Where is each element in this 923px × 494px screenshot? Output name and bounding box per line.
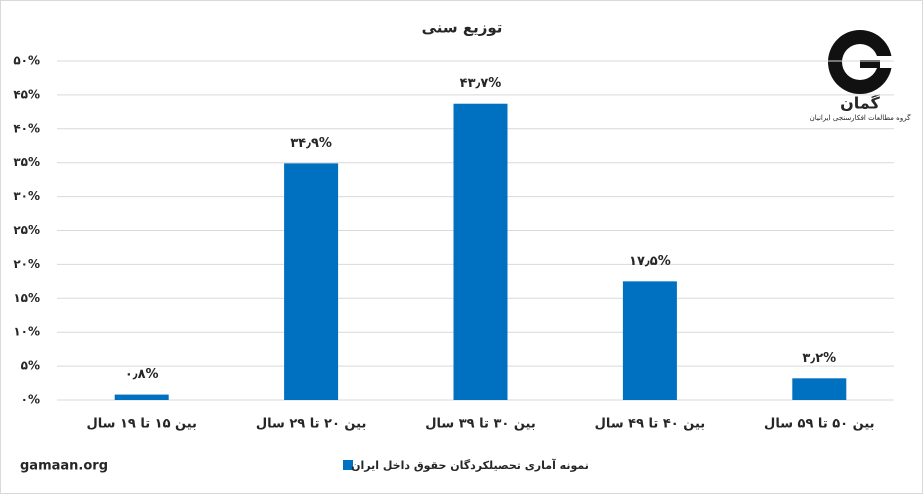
y-tick-label: ۵۰% [13,54,40,68]
value-label: ۴۳٫۷% [460,76,502,91]
value-label: ۰٫۸% [125,367,159,382]
x-tick-label: بین ۲۰ تا ۲۹ سال [256,417,366,432]
logo-name: گمان [840,94,880,113]
footer: gamaan.org [20,459,108,474]
bar [622,281,677,400]
logo: گمان گروه مطالعات افکارسنجی ایرانیان [810,30,911,122]
x-tick-label: بین ۳۰ تا ۳۹ سال [425,417,535,432]
y-tick-label: ۴۰% [13,121,40,135]
y-tick-label: ۵% [21,359,40,373]
bar [284,163,339,400]
logo-subtitle: گروه مطالعات افکارسنجی ایرانیان [810,113,911,122]
value-label: ۱۷٫۵% [629,254,671,269]
value-label: ۳٫۲% [802,351,836,366]
y-tick-label: ۳۵% [13,155,40,169]
x-tick-label: بین ۵۰ تا ۵۹ سال [764,417,874,432]
y-tick-label: ۳۰% [13,189,40,203]
chart-title: توزیع سنی [422,19,503,37]
value-label: ۳۴٫۹% [290,136,332,151]
bar [453,103,508,401]
bar [114,394,169,400]
bar [792,378,847,400]
x-tick-label: بین ۱۵ تا ۱۹ سال [86,417,196,432]
x-tick-label: بین ۴۰ تا ۴۹ سال [595,417,705,432]
y-tick-label: ۰% [21,393,40,407]
legend-swatch [343,460,353,470]
y-tick-label: ۱۰% [13,325,40,339]
legend-label: نمونه آماری تحصیلکردگان حقوق داخل ایران [351,458,589,472]
y-tick-label: ۱۵% [13,291,40,305]
y-tick-label: ۲۵% [13,223,40,237]
y-tick-label: ۲۰% [13,257,40,271]
logo-bar [860,60,880,68]
y-tick-label: ۴۵% [13,87,40,101]
